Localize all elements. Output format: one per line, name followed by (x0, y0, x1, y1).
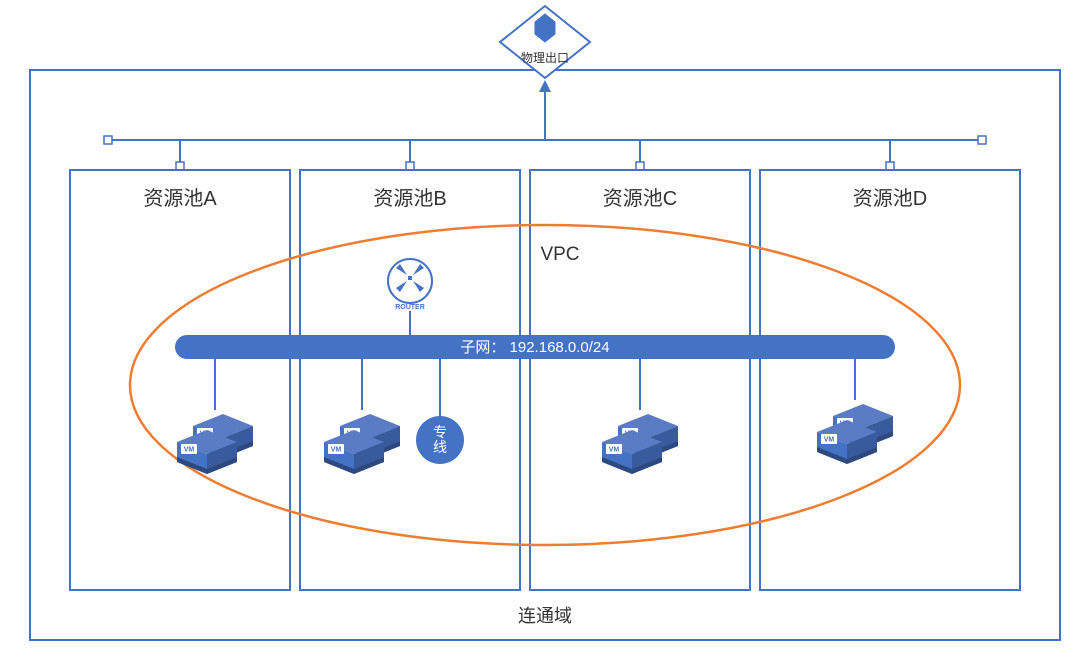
pool-box-A (70, 170, 290, 590)
router-icon: ROUTER (388, 259, 432, 311)
vm-group-1 (324, 414, 400, 474)
pool-label-C: 资源池C (603, 187, 677, 210)
vm-group-3 (817, 404, 893, 464)
router-label: ROUTER (395, 304, 425, 311)
connected-domain-label: 连通域 (518, 606, 572, 626)
vpc-label: VPC (540, 244, 579, 265)
subnet-label: 子网： 192.168.0.0/24 (460, 339, 609, 356)
svg-text:专: 专 (433, 424, 447, 440)
svg-text:线: 线 (433, 439, 447, 455)
vm-group-0 (177, 414, 253, 474)
pool-box-D (760, 170, 1020, 590)
physical-exit: 物理出口 (500, 6, 590, 78)
pool-label-D: 资源池D (853, 187, 927, 210)
vpc-ellipse (130, 225, 960, 545)
physical-exit-label: 物理出口 (521, 51, 569, 65)
pool-label-A: 资源池A (143, 187, 217, 210)
pool-label-B: 资源池B (373, 187, 446, 210)
dedicated-line-node: 专 线 (416, 416, 464, 464)
vm-group-2 (602, 414, 678, 474)
